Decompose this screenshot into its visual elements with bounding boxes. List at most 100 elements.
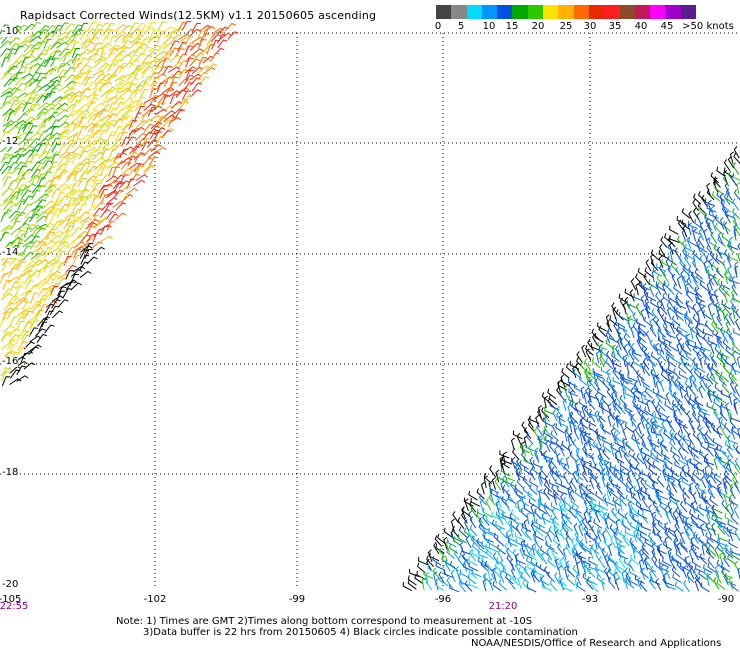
wind-barb bbox=[722, 476, 728, 489]
wind-barb bbox=[445, 540, 450, 553]
wind-barb bbox=[652, 375, 658, 388]
wind-barb bbox=[93, 201, 105, 211]
wind-barb bbox=[559, 557, 565, 571]
wind-barb bbox=[656, 300, 661, 313]
wind-barb bbox=[667, 293, 678, 304]
wind-barb bbox=[724, 422, 732, 434]
lat-label-18: -18 bbox=[2, 467, 19, 478]
wind-barb bbox=[106, 119, 117, 129]
wind-barb bbox=[594, 392, 601, 405]
wind-barb bbox=[443, 527, 453, 538]
wind-barb bbox=[65, 203, 75, 213]
wind-barb bbox=[91, 215, 100, 226]
wind-barb bbox=[614, 438, 624, 449]
wind-barb bbox=[463, 527, 473, 539]
wind-barb bbox=[527, 491, 537, 502]
wind-barb bbox=[164, 74, 177, 81]
wind-barb bbox=[724, 357, 734, 368]
wind-barb bbox=[667, 549, 672, 562]
wind-barb bbox=[663, 454, 673, 465]
wind-barb bbox=[73, 62, 83, 73]
wind-barb bbox=[631, 398, 640, 410]
wind-barb bbox=[86, 161, 95, 171]
wind-barb bbox=[589, 476, 595, 489]
wind-barb bbox=[583, 358, 591, 371]
wind-barb bbox=[7, 125, 20, 133]
wind-barb bbox=[86, 233, 97, 243]
wind-barb bbox=[581, 518, 589, 531]
wind-barb bbox=[723, 193, 731, 206]
wind-barb bbox=[57, 169, 68, 179]
wind-barb bbox=[662, 457, 670, 470]
wind-barb bbox=[70, 216, 83, 224]
wind-barb bbox=[606, 368, 612, 382]
wind-barb bbox=[714, 451, 724, 463]
wind-barb bbox=[687, 321, 696, 334]
wind-barb bbox=[29, 224, 42, 233]
wind-barb bbox=[455, 566, 461, 579]
wind-barb bbox=[655, 491, 662, 505]
wind-barb bbox=[2, 123, 13, 133]
colorbar-segment bbox=[558, 5, 574, 19]
wind-barb bbox=[2, 325, 15, 334]
wind-barb bbox=[650, 259, 659, 271]
lat-label-20: -20 bbox=[2, 579, 19, 590]
wind-barb bbox=[700, 407, 711, 416]
wind-barb bbox=[667, 475, 676, 487]
wind-barb bbox=[599, 422, 607, 435]
wind-barb bbox=[23, 131, 33, 141]
wind-barb bbox=[719, 349, 730, 359]
wind-barb bbox=[723, 167, 733, 178]
wind-barb bbox=[649, 324, 657, 337]
wind-barb bbox=[3, 176, 12, 187]
wind-barb bbox=[599, 351, 606, 364]
wind-barb bbox=[574, 458, 580, 472]
wind-barb bbox=[598, 556, 606, 569]
wind-barb bbox=[34, 240, 47, 249]
wind-barb bbox=[620, 378, 625, 391]
wind-barb bbox=[127, 129, 137, 140]
wind-barb bbox=[729, 486, 736, 499]
wind-barb bbox=[31, 259, 44, 267]
wind-barb bbox=[496, 492, 507, 501]
wind-barb bbox=[506, 489, 514, 502]
wind-barb bbox=[143, 166, 155, 175]
wind-barb bbox=[16, 320, 25, 331]
wind-barb bbox=[37, 41, 48, 50]
wind-barb bbox=[707, 302, 712, 316]
wind-barb bbox=[44, 69, 54, 80]
wind-barb bbox=[667, 365, 678, 376]
wind-barb bbox=[516, 477, 525, 490]
wind-barb bbox=[568, 432, 575, 445]
wind-barb bbox=[706, 372, 714, 385]
wind-barb bbox=[83, 41, 96, 50]
wind-barb bbox=[733, 506, 740, 519]
wind-barb bbox=[684, 310, 693, 323]
wind-barb bbox=[722, 285, 730, 297]
wind-barb bbox=[616, 561, 626, 572]
wind-barb bbox=[660, 370, 670, 382]
wind-barb bbox=[604, 525, 612, 538]
wind-barb bbox=[678, 509, 689, 520]
wind-barb bbox=[49, 235, 62, 242]
wind-barb bbox=[665, 472, 676, 481]
wind-barb bbox=[459, 541, 465, 555]
wind-barb bbox=[0, 224, 13, 232]
wind-barb bbox=[656, 454, 667, 464]
wind-barb bbox=[717, 235, 726, 247]
wind-barb bbox=[567, 378, 578, 388]
wind-barb bbox=[100, 173, 111, 183]
wind-barb bbox=[495, 500, 500, 513]
wind-barb bbox=[467, 573, 477, 585]
wind-barb bbox=[656, 263, 667, 272]
wind-barb bbox=[42, 160, 53, 170]
wind-barb bbox=[706, 573, 711, 586]
wind-barb bbox=[729, 236, 734, 250]
wind-barb bbox=[0, 212, 9, 223]
wind-barb bbox=[97, 123, 109, 133]
wind-barb bbox=[681, 229, 687, 242]
wind-barb bbox=[669, 493, 680, 503]
wind-barb bbox=[665, 566, 671, 580]
wind-barb bbox=[17, 200, 26, 211]
wind-barb bbox=[497, 549, 504, 562]
